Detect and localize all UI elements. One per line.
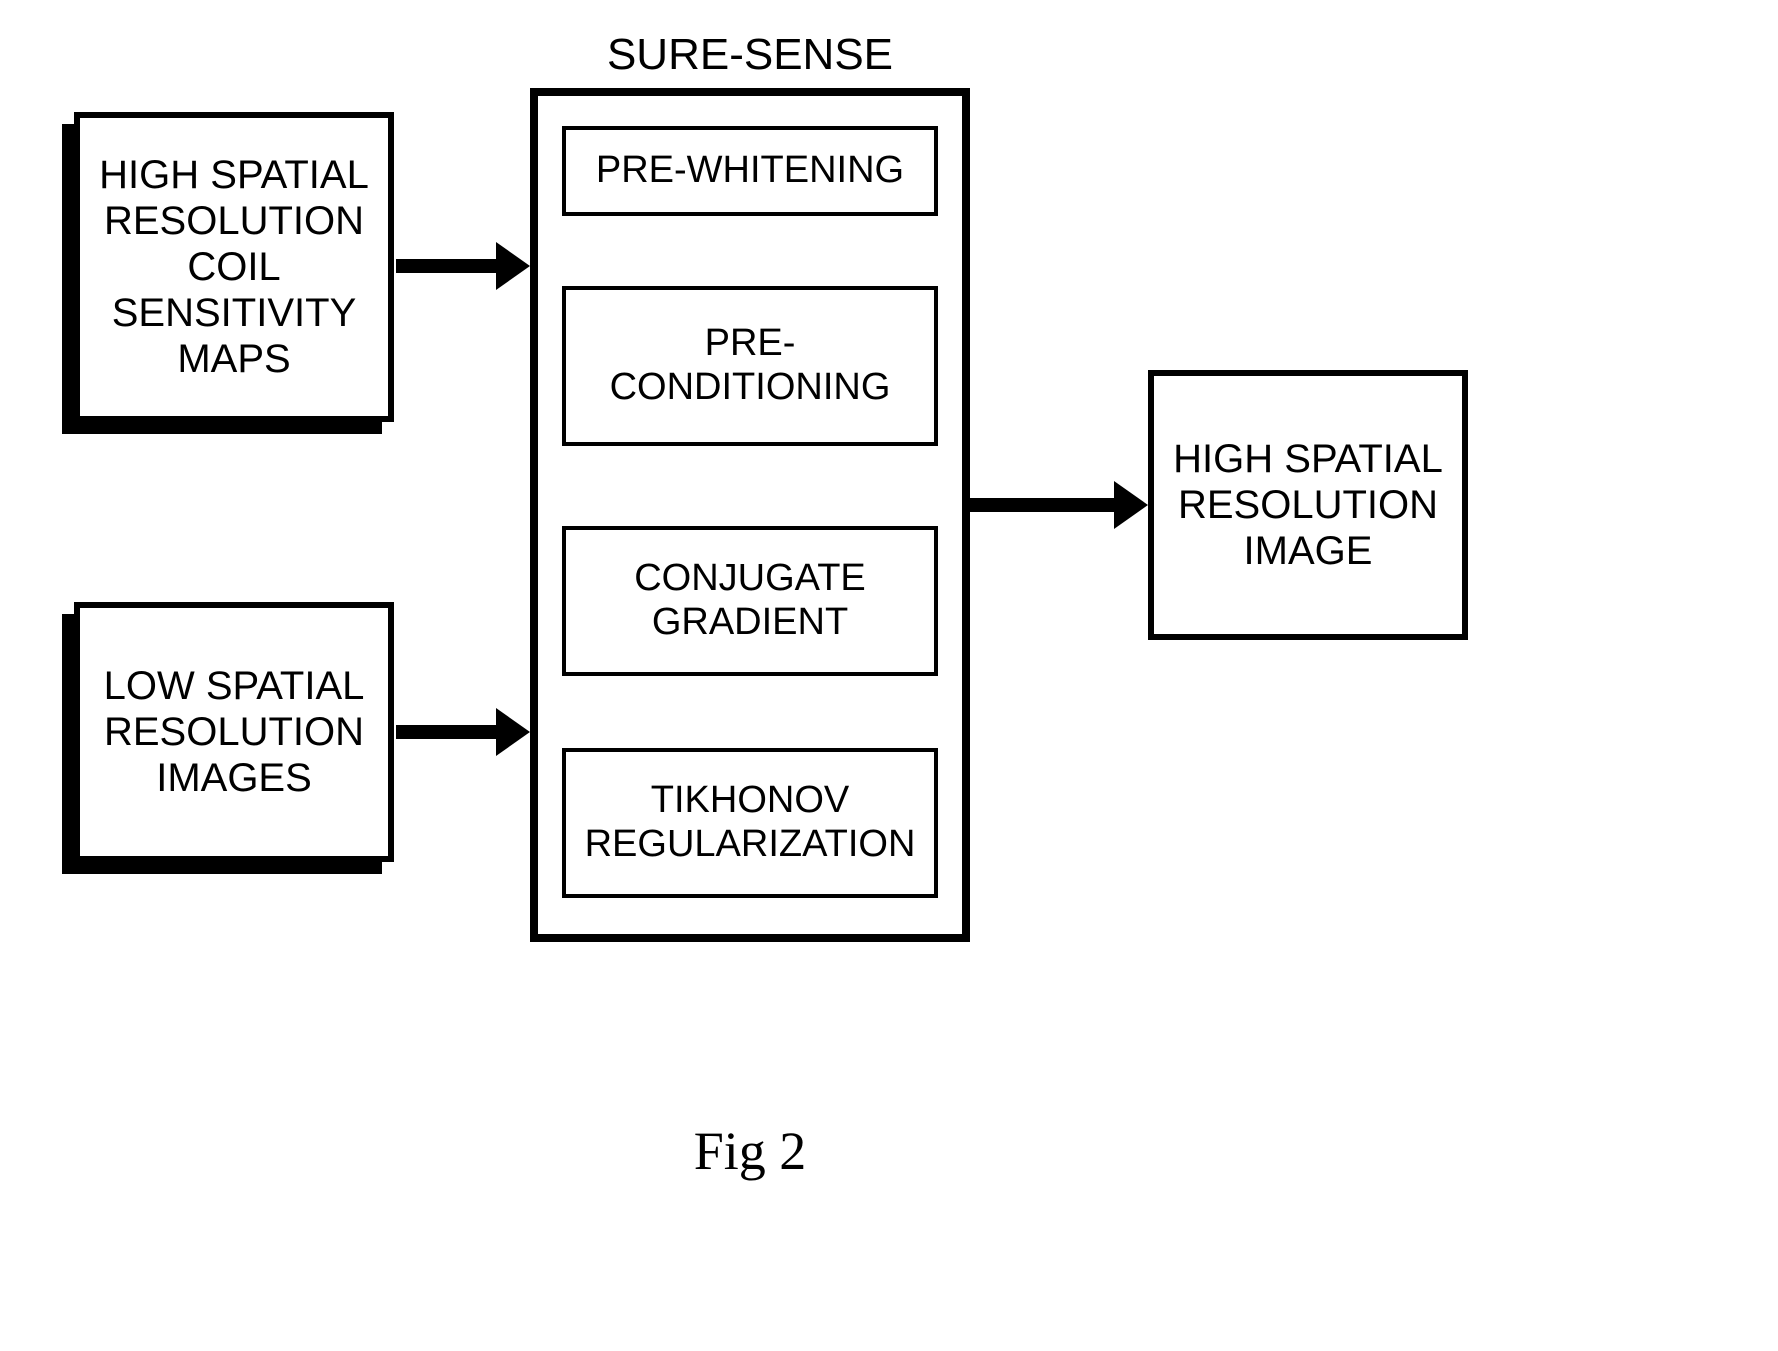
center-item-3-text: TIKHONOV REGULARIZATION bbox=[574, 779, 926, 866]
input-bottom-box: LOW SPATIAL RESOLUTION IMAGES bbox=[74, 602, 394, 862]
input-bottom-text: LOW SPATIAL RESOLUTION IMAGES bbox=[88, 663, 380, 801]
center-item-1-text: PRE-CONDITIONING bbox=[574, 322, 926, 409]
arrow-2-head bbox=[496, 708, 530, 756]
figure-canvas: HIGH SPATIAL RESOLUTION COIL SENSITIVITY… bbox=[0, 0, 1778, 1351]
center-item-2-text: CONJUGATE GRADIENT bbox=[574, 557, 926, 644]
center-item-0-text: PRE-WHITENING bbox=[596, 149, 904, 193]
center-item-2: CONJUGATE GRADIENT bbox=[562, 526, 938, 676]
arrow-1-line bbox=[396, 259, 496, 273]
arrow-2-line bbox=[396, 725, 496, 739]
center-item-1: PRE-CONDITIONING bbox=[562, 286, 938, 446]
arrow-1-head bbox=[496, 242, 530, 290]
center-title-text: SURE-SENSE bbox=[607, 30, 893, 79]
arrow-3-head bbox=[1114, 481, 1148, 529]
input-top-box: HIGH SPATIAL RESOLUTION COIL SENSITIVITY… bbox=[74, 112, 394, 422]
input-top-text: HIGH SPATIAL RESOLUTION COIL SENSITIVITY… bbox=[88, 152, 380, 382]
figure-caption: Fig 2 bbox=[0, 1120, 1500, 1182]
arrow-3-line bbox=[970, 498, 1114, 512]
center-item-3: TIKHONOV REGULARIZATION bbox=[562, 748, 938, 898]
center-title: SURE-SENSE bbox=[530, 30, 970, 80]
output-box: HIGH SPATIAL RESOLUTION IMAGE bbox=[1148, 370, 1468, 640]
output-text: HIGH SPATIAL RESOLUTION IMAGE bbox=[1162, 436, 1454, 574]
center-item-0: PRE-WHITENING bbox=[562, 126, 938, 216]
figure-caption-text: Fig 2 bbox=[694, 1121, 807, 1181]
